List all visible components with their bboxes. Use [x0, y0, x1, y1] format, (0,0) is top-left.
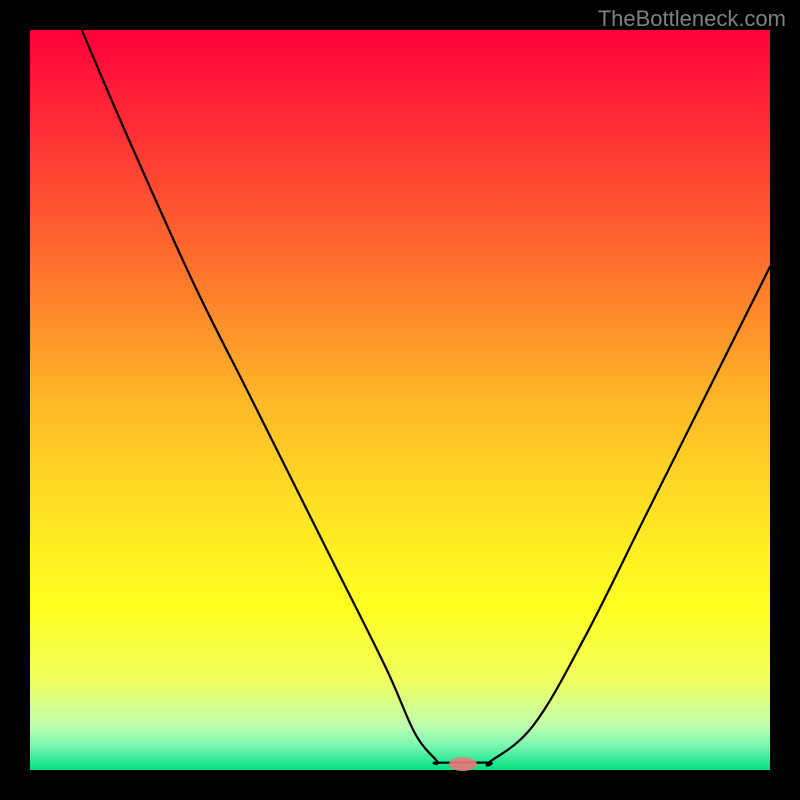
- plot-background: [30, 30, 770, 770]
- optimal-marker: [449, 757, 477, 771]
- chart-container: TheBottleneck.com: [0, 0, 800, 800]
- watermark-text: TheBottleneck.com: [598, 6, 786, 32]
- bottleneck-chart-svg: [0, 0, 800, 800]
